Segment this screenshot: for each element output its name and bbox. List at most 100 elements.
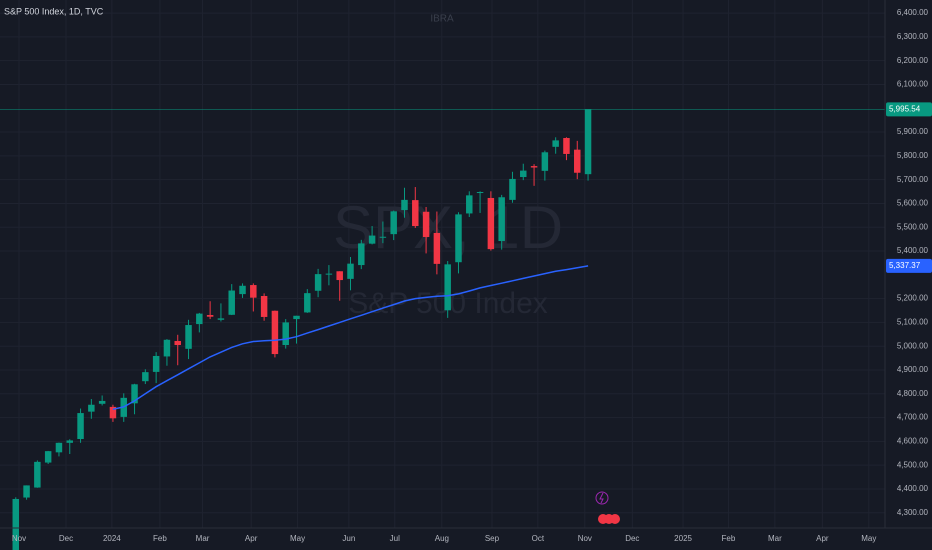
y-tick-label: 6,300.00 <box>897 32 929 41</box>
moving-average-line <box>112 265 589 411</box>
y-tick-label: 4,900.00 <box>897 365 929 374</box>
y-tick-label: 4,400.00 <box>897 484 929 493</box>
candle-body <box>433 232 441 264</box>
candle-body <box>271 310 279 355</box>
x-tick-label: Nov <box>578 534 592 543</box>
subtitle: IBRA <box>430 14 454 25</box>
candle-body <box>12 498 20 550</box>
x-tick-label: May <box>861 534 876 543</box>
price-label-box <box>886 102 932 117</box>
candle-body <box>293 315 300 320</box>
candle-body <box>422 211 430 237</box>
candle-body <box>88 404 95 412</box>
price-label: 5,337.37 <box>889 261 921 270</box>
candle-body <box>98 400 106 404</box>
candle-body <box>185 325 192 349</box>
y-tick-label: 4,600.00 <box>897 436 929 445</box>
candle-body <box>336 271 343 281</box>
x-tick-label: Jul <box>390 534 400 543</box>
candle-body <box>325 273 333 275</box>
y-tick-label: 4,800.00 <box>897 389 929 398</box>
x-tick-label: Apr <box>245 534 258 543</box>
candle-body <box>498 197 505 242</box>
event-icon[interactable] <box>595 491 609 505</box>
candle-body <box>466 195 473 214</box>
candle-body <box>55 442 63 453</box>
candle-body <box>390 211 397 235</box>
candle-body <box>314 274 322 291</box>
y-tick-label: 4,300.00 <box>897 508 929 517</box>
candle-body <box>66 440 73 443</box>
candle-body <box>487 197 495 250</box>
x-tick-label: Oct <box>532 534 545 543</box>
x-tick-label: Feb <box>722 534 736 543</box>
candle-body <box>34 461 41 488</box>
candle-body <box>174 340 181 346</box>
candle-body <box>131 384 138 404</box>
candle-body <box>552 140 559 147</box>
x-tick-label: Jun <box>342 534 355 543</box>
candle-body <box>541 152 549 171</box>
candle-body <box>412 200 419 227</box>
candle-body <box>476 192 484 194</box>
x-tick-label: Sep <box>485 534 500 543</box>
x-tick-label: May <box>290 534 305 543</box>
y-tick-label: 4,500.00 <box>897 460 929 469</box>
y-tick-label: 5,700.00 <box>897 175 929 184</box>
x-tick-label: Aug <box>435 534 449 543</box>
watermark: SPX, 1D <box>333 194 563 261</box>
y-tick-label: 6,200.00 <box>897 56 929 65</box>
event-icon[interactable] <box>610 514 620 524</box>
candle-body <box>142 372 149 382</box>
candle-body <box>206 315 214 317</box>
candle-body <box>574 149 581 173</box>
candle-body <box>152 355 160 372</box>
y-tick-label: 4,700.00 <box>897 413 929 422</box>
candle-body <box>347 263 354 279</box>
x-tick-label: Nov <box>12 534 26 543</box>
y-tick-label: 5,800.00 <box>897 151 929 160</box>
candle-body <box>444 264 451 311</box>
candle-body <box>44 451 52 463</box>
y-tick-label: 5,500.00 <box>897 222 929 231</box>
y-tick-label: 5,400.00 <box>897 246 929 255</box>
candle-body <box>368 235 376 244</box>
x-tick-label: Feb <box>153 534 167 543</box>
y-tick-label: 6,400.00 <box>897 8 929 17</box>
x-tick-label: Dec <box>59 534 73 543</box>
candle-body <box>228 290 235 315</box>
y-tick-label: 6,100.00 <box>897 80 929 89</box>
candle-body <box>563 138 570 154</box>
y-tick-label: 5,000.00 <box>897 341 929 350</box>
price-label: 5,995.54 <box>889 104 921 113</box>
candle-body <box>282 322 289 346</box>
candle-body <box>163 339 171 357</box>
candle-body <box>109 406 117 419</box>
candle-body <box>196 313 203 325</box>
candle-body <box>520 170 527 178</box>
candle-body <box>250 285 257 298</box>
y-tick-label: 5,600.00 <box>897 199 929 208</box>
candle-body <box>509 178 516 200</box>
chart-title: S&P 500 Index, 1D, TVC <box>4 6 104 16</box>
candle-body <box>358 243 365 266</box>
event-icon-bolt <box>599 492 604 504</box>
candle-body <box>304 293 311 313</box>
candle-body <box>455 214 462 263</box>
x-tick-label: Mar <box>196 534 210 543</box>
candle-body <box>584 109 592 175</box>
candle-body <box>379 236 387 238</box>
y-tick-label: 5,100.00 <box>897 318 929 327</box>
candle-body <box>530 166 538 168</box>
candle-body <box>239 285 246 295</box>
x-tick-label: 2024 <box>103 534 121 543</box>
candle-body <box>23 485 30 498</box>
candle-body <box>260 296 268 317</box>
x-tick-label: Apr <box>816 534 829 543</box>
x-tick-label: 2025 <box>674 534 692 543</box>
y-tick-label: 5,200.00 <box>897 294 929 303</box>
candle-body <box>401 199 408 211</box>
y-tick-label: 5,900.00 <box>897 127 929 136</box>
